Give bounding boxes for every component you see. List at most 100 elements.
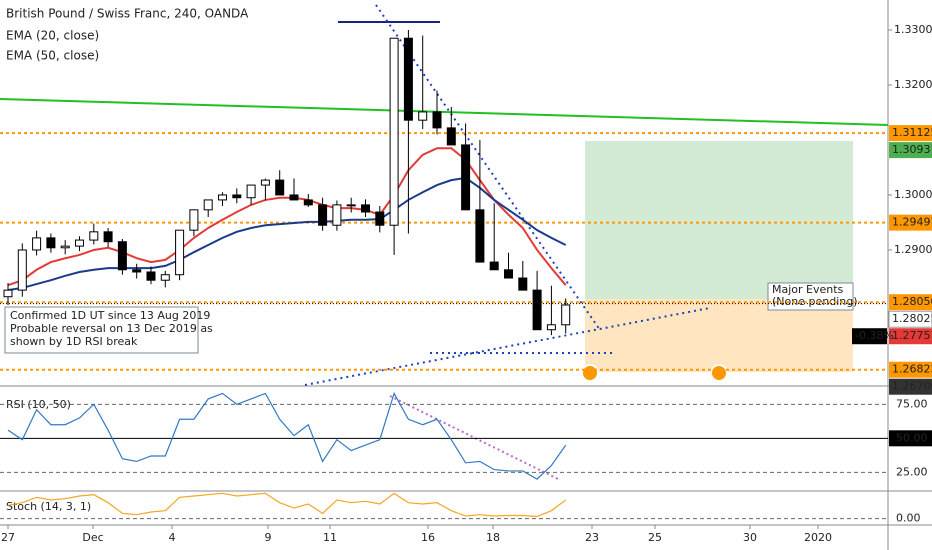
candle-body <box>546 324 556 331</box>
candle-body <box>361 204 370 213</box>
price-label-box <box>889 214 932 231</box>
price-label: 1.31125 <box>892 126 932 139</box>
candle-body <box>203 199 213 211</box>
x-tick-label: 11 <box>323 531 337 544</box>
candle-body <box>32 237 42 251</box>
stoch-line <box>7 492 567 518</box>
y-tick-label: 1.30000 <box>894 188 932 201</box>
x-tick-label: 23 <box>585 531 599 544</box>
candle-body <box>117 241 127 271</box>
price-label-box <box>889 125 932 142</box>
candle-body <box>489 261 499 271</box>
price-label: 1.28050 <box>892 295 932 308</box>
candle-body <box>260 179 270 186</box>
candle-body <box>3 289 13 298</box>
candle-body <box>132 269 142 273</box>
event-icon[interactable] <box>581 364 599 382</box>
candle-body <box>389 37 399 226</box>
x-tick-label: Dec <box>82 531 103 544</box>
candle-body <box>232 194 242 199</box>
rsi-tick-label: 25.00 <box>896 465 928 478</box>
price-label-box <box>889 142 932 159</box>
candle-body <box>561 304 571 326</box>
change-label: -0.38% <box>855 329 894 342</box>
ema-line <box>7 176 567 292</box>
candle-body <box>332 204 342 226</box>
candle-body <box>289 194 299 201</box>
candle-body <box>346 204 356 207</box>
candle-body <box>189 209 199 231</box>
candle-body <box>403 37 413 121</box>
candle-body <box>246 184 256 199</box>
x-tick-label: 18 <box>486 531 500 544</box>
candle-body <box>89 231 99 241</box>
note-line: shown by 1D RSI break <box>10 335 138 348</box>
candle-body <box>103 231 113 243</box>
trend-line <box>0 98 889 126</box>
ema-line <box>7 147 567 287</box>
candle-body <box>475 209 485 263</box>
note-line: Probable reversal on 13 Dec 2019 as <box>10 322 213 335</box>
candle-body <box>518 277 528 291</box>
candle-body <box>275 179 285 196</box>
candle-body <box>175 229 185 276</box>
price-label: 1.26700 <box>892 380 932 393</box>
event-text: Major Events <box>772 283 844 296</box>
rsi-tick-label: 50.00 <box>896 431 928 444</box>
price-label: 1.29497 <box>892 216 932 229</box>
chart-title: British Pound / Swiss Franc, 240, OANDA <box>6 7 249 21</box>
rsi-tick-label: 75.00 <box>896 397 928 410</box>
candle-body <box>218 194 227 201</box>
note-box <box>4 306 199 354</box>
x-tick-label: 30 <box>743 531 757 544</box>
y-tick-label: 1.29000 <box>894 243 932 256</box>
target-zone <box>585 141 853 299</box>
x-tick-label: 4 <box>169 531 176 544</box>
candle-body <box>60 245 70 249</box>
rsi-line <box>7 391 567 480</box>
candle-body <box>532 289 542 331</box>
dotted-trend <box>304 307 711 386</box>
price-label-box <box>889 294 932 311</box>
price-label-box <box>889 361 932 378</box>
rsi-label-box <box>889 430 932 447</box>
candle-body <box>504 269 513 279</box>
x-tick-label: 16 <box>421 531 435 544</box>
x-tick-label: 9 <box>265 531 272 544</box>
price-label-box <box>888 310 932 328</box>
x-tick-label: 27 <box>1 531 15 544</box>
candle-body <box>75 239 84 247</box>
candle-body <box>461 144 471 211</box>
candle-body <box>432 111 442 129</box>
candle-body <box>375 211 385 226</box>
price-label: 1.28025 <box>892 312 932 325</box>
change-box <box>852 328 887 345</box>
note-line: Confirmed 1D UT since 13 Aug 2019 <box>10 309 210 322</box>
candle-body <box>318 204 328 226</box>
candle-body <box>46 237 56 249</box>
event-text: (None pending) <box>772 295 858 308</box>
x-tick-label: 2020 <box>804 531 832 544</box>
price-label-box <box>889 378 932 395</box>
price-label-box <box>889 328 932 345</box>
y-tick-label: 1.33000 <box>894 23 932 36</box>
rsi-trend <box>389 395 561 481</box>
event-box <box>767 282 854 311</box>
candle-body <box>160 274 170 281</box>
candle-body <box>418 111 428 121</box>
candle-body <box>146 271 156 281</box>
candle-body <box>446 127 456 146</box>
stop-zone <box>585 299 853 372</box>
price-label: 1.27757 <box>892 329 932 342</box>
candle-body <box>17 249 27 291</box>
y-tick-label: 1.32000 <box>894 78 932 91</box>
price-label: 1.26823 <box>892 363 932 376</box>
x-tick-label: 25 <box>648 531 662 544</box>
event-icon[interactable] <box>710 364 728 382</box>
stoch-title: Stoch (14, 3, 1) <box>6 500 91 513</box>
stoch-tick-label: 0.00 <box>896 512 921 525</box>
indicator-label: EMA (50, close) <box>6 49 99 63</box>
candle-body <box>303 199 313 206</box>
